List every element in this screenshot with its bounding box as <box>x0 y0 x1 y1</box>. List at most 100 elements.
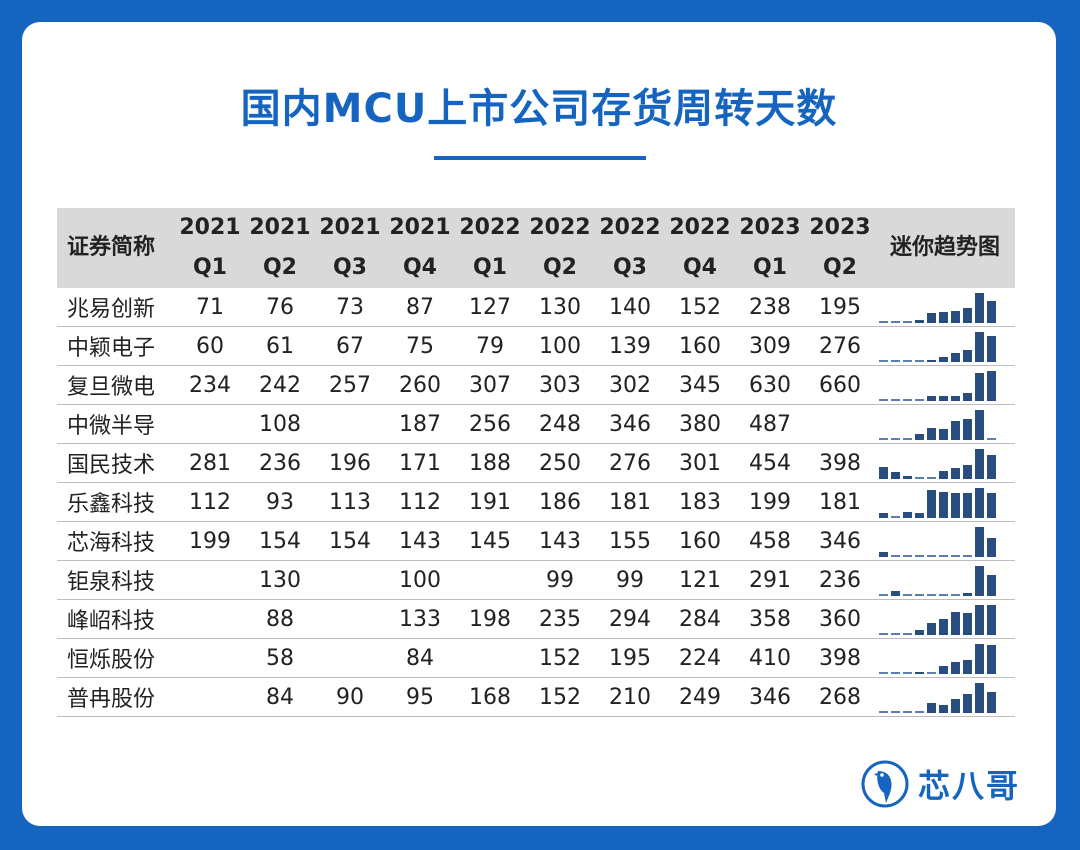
header-period: 2021 Q3 <box>315 208 385 288</box>
header-period: 2022 Q2 <box>525 208 595 288</box>
sparkline-bar <box>915 630 924 635</box>
header-quarter: Q1 <box>192 255 227 280</box>
value-cell: 249 <box>665 677 735 717</box>
value-cell: 398 <box>805 443 875 483</box>
header-year: 2021 <box>179 215 241 240</box>
header-year: 2021 <box>249 215 311 240</box>
value-cell: 256 <box>455 404 525 444</box>
value-cell: 487 <box>735 404 805 444</box>
sparkline-bar <box>891 438 900 440</box>
header-quarter: Q4 <box>682 255 717 280</box>
sparkline-bar <box>987 300 996 323</box>
security-name-cell: 复旦微电 <box>57 365 175 405</box>
value-cell: 235 <box>525 599 595 639</box>
sparkline-bar <box>951 467 960 479</box>
sparkline-bar <box>903 476 912 479</box>
sparkline-bar <box>879 438 888 440</box>
value-cell: 145 <box>455 521 525 561</box>
value-cell <box>315 404 385 444</box>
sparkline-bar <box>891 360 900 362</box>
value-cell: 410 <box>735 638 805 678</box>
table-row: 兆易创新 71 76 73 87 127 130 140 152 238 195 <box>57 288 1015 327</box>
header-sparkline: 迷你趋势图 <box>875 208 1015 288</box>
sparkline-bar <box>963 418 972 440</box>
value-cell: 284 <box>665 599 735 639</box>
value-cell: 181 <box>805 482 875 522</box>
sparkline-bar <box>879 711 888 713</box>
sparkline-bar <box>915 477 924 479</box>
sparkline-cell <box>875 365 1015 405</box>
sparkline-bar <box>891 399 900 401</box>
value-cell: 268 <box>805 677 875 717</box>
sparkline-bar <box>915 360 924 362</box>
value-cell: 154 <box>245 521 315 561</box>
sparkline-bar <box>975 410 984 440</box>
sparkline-cell <box>875 288 1015 327</box>
sparkline-bar <box>903 555 912 557</box>
sparkline-bar <box>879 399 888 401</box>
value-cell: 291 <box>735 560 805 600</box>
sparkline-bar <box>963 393 972 401</box>
header-period: 2021 Q4 <box>385 208 455 288</box>
value-cell: 309 <box>735 326 805 366</box>
sparkline-bar <box>939 666 948 674</box>
sparkline-bar <box>915 555 924 557</box>
sparkline-bar <box>975 683 984 713</box>
inventory-table: 证券简称 2021 Q1 2021 Q2 2021 Q3 2021 Q4 2022 Q1 2022 Q2… <box>57 208 1015 717</box>
sparkline-bar <box>903 321 912 323</box>
value-cell <box>805 404 875 444</box>
value-cell: 108 <box>245 404 315 444</box>
sparkline-bar <box>987 537 996 557</box>
sparkline-bar <box>891 516 900 518</box>
sparkline-bar <box>987 691 996 713</box>
sparkline-bar <box>951 612 960 635</box>
sparkline-cell <box>875 677 1015 717</box>
table-row: 中微半导 108 187 256 248 346 380 487 <box>57 404 1015 444</box>
sparkline-bar <box>879 633 888 635</box>
value-cell: 75 <box>385 326 455 366</box>
value-cell: 133 <box>385 599 455 639</box>
sparkline-bar <box>927 312 936 323</box>
sparkline-bar <box>891 555 900 557</box>
sparkline <box>875 447 1015 479</box>
header-year: 2021 <box>389 215 451 240</box>
value-cell: 99 <box>525 560 595 600</box>
value-cell: 257 <box>315 365 385 405</box>
sparkline-bar <box>879 321 888 323</box>
value-cell: 79 <box>455 326 525 366</box>
header-period: 2022 Q4 <box>665 208 735 288</box>
security-name-cell: 芯海科技 <box>57 521 175 561</box>
sparkline-bar <box>963 492 972 518</box>
value-cell: 199 <box>735 482 805 522</box>
value-cell: 99 <box>595 560 665 600</box>
sparkline-bar <box>879 467 888 479</box>
sparkline-bar <box>963 350 972 362</box>
table-body: 兆易创新 71 76 73 87 127 130 140 152 238 195 中颖电子 60 61 67… <box>57 288 1015 717</box>
value-cell <box>315 560 385 600</box>
sparkline-bar <box>915 594 924 596</box>
sparkline-bar <box>975 488 984 518</box>
value-cell: 73 <box>315 288 385 327</box>
sparkline <box>875 291 1015 323</box>
sparkline <box>875 642 1015 674</box>
sparkline-bar <box>963 659 972 674</box>
sparkline-bar <box>939 312 948 323</box>
value-cell <box>175 404 245 444</box>
value-cell: 346 <box>595 404 665 444</box>
value-cell: 358 <box>735 599 805 639</box>
value-cell: 90 <box>315 677 385 717</box>
value-cell: 130 <box>525 288 595 327</box>
sparkline-bar <box>951 352 960 362</box>
sparkline-bar <box>951 555 960 557</box>
sparkline-bar <box>987 493 996 518</box>
sparkline-bar <box>975 332 984 362</box>
header-quarter: Q3 <box>612 255 647 280</box>
value-cell: 224 <box>665 638 735 678</box>
sparkline-bar <box>963 694 972 713</box>
value-cell: 199 <box>175 521 245 561</box>
sparkline-bar <box>987 645 996 674</box>
sparkline-bar <box>891 472 900 479</box>
value-cell: 112 <box>175 482 245 522</box>
value-cell: 210 <box>595 677 665 717</box>
sparkline-bar <box>927 395 936 401</box>
